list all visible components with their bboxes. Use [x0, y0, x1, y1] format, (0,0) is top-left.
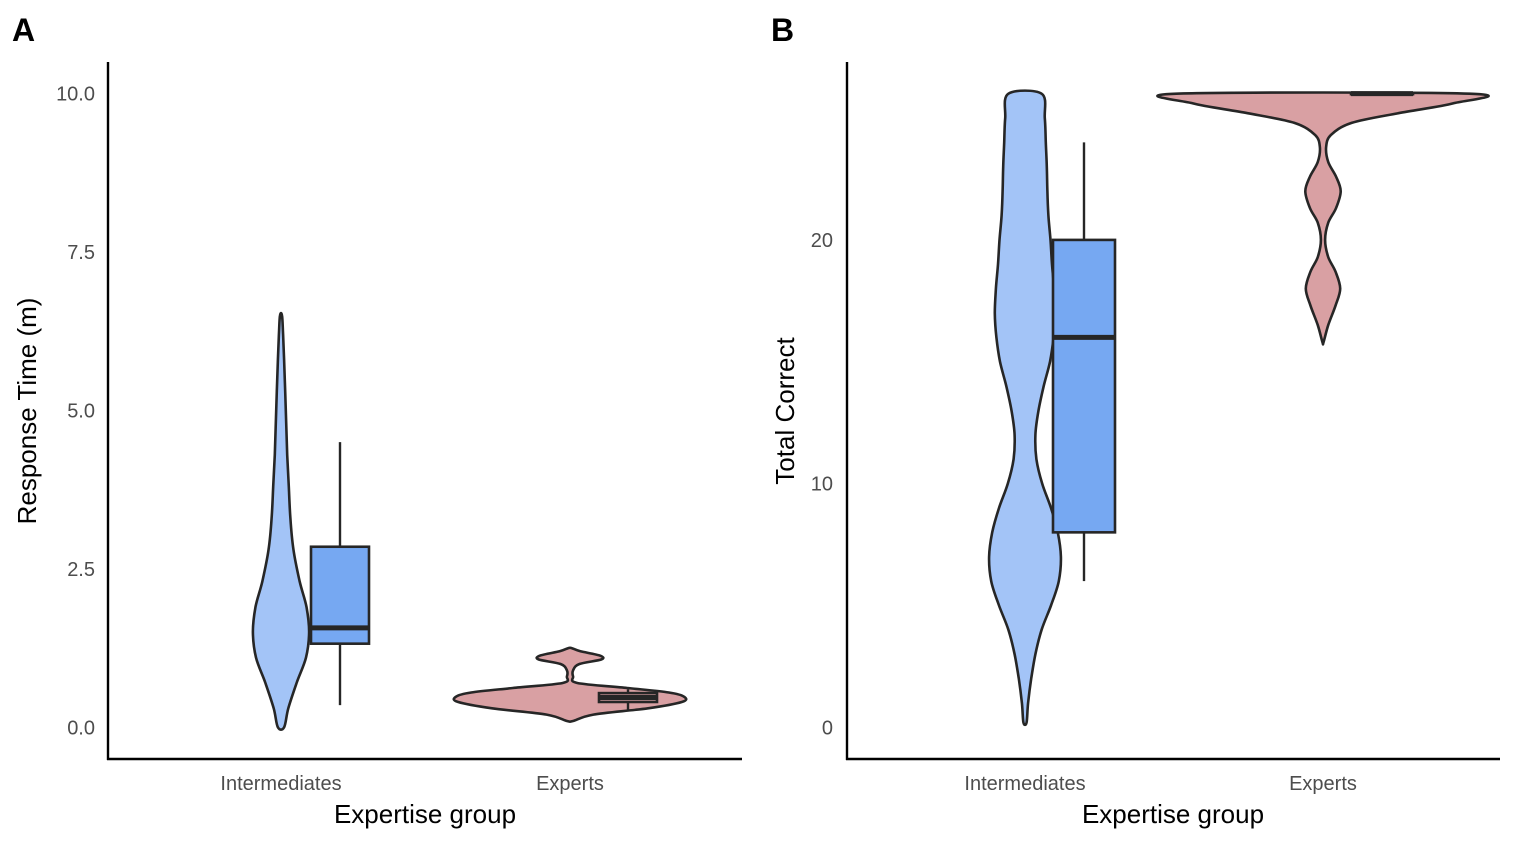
panel-a-y-tick-label: 5.0	[67, 401, 95, 423]
panel-a: A 0.02.55.07.510.0 Intermediates Experts …	[12, 12, 742, 829]
panel-a-x-tick-label: Experts	[536, 773, 604, 795]
panel-a-letter: A	[12, 12, 35, 48]
panel-a-y-tick-label: 10.0	[56, 84, 95, 106]
panel-a-y-tick-label: 2.5	[67, 559, 95, 581]
panel-a-y-tick-label: 7.5	[67, 242, 95, 264]
panel-a-violin-intermediates	[251, 311, 311, 731]
panel-b: B 0 10 20 Intermediates Experts Expertise g…	[770, 12, 1500, 829]
panel-b-x-ticks: Intermediates Experts	[964, 773, 1356, 795]
panel-b-y-tick-label: 10	[811, 474, 833, 496]
panel-b-x-tick-label: Experts	[1289, 773, 1357, 795]
panel-a-x-axis-title: Expertise group	[334, 799, 516, 829]
panel-b-y-axis-title: Total Correct	[770, 337, 800, 485]
panel-a-marks	[251, 311, 688, 731]
panel-b-y-ticks: 0 10 20	[811, 230, 833, 739]
panel-a-y-ticks: 0.0 2.5 5.0 7.5 10.0	[56, 84, 95, 740]
panel-b-y-tick-label: 20	[811, 230, 833, 252]
panel-a-y-axis-title: Response Time (m)	[12, 298, 42, 525]
panel-b-marks	[987, 89, 1490, 727]
panel-b-violin-experts	[1156, 91, 1490, 346]
panel-b-violin-intermediates	[987, 89, 1063, 727]
panel-b-x-tick-label: Intermediates	[964, 773, 1085, 795]
panel-b-letter: B	[771, 12, 794, 48]
panel-a-y-tick-label: 0.0	[67, 717, 95, 739]
panel-b-box-intermediates	[1051, 238, 1117, 534]
panel-a-x-ticks: Intermediates Experts	[220, 773, 603, 795]
panel-b-x-axis-title: Expertise group	[1082, 799, 1264, 829]
panel-a-x-tick-label: Intermediates	[220, 773, 341, 795]
panel-b-y-tick-label: 0	[822, 717, 833, 739]
